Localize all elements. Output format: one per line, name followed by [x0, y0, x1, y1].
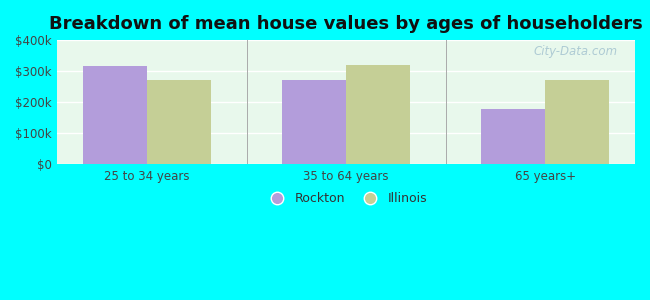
- Bar: [346, 65, 410, 164]
- Bar: [147, 80, 211, 164]
- Bar: [482, 109, 545, 164]
- Legend: Rockton, Illinois: Rockton, Illinois: [260, 187, 432, 210]
- Text: City-Data.com: City-Data.com: [534, 45, 618, 58]
- Bar: [83, 67, 147, 164]
- Title: Breakdown of mean house values by ages of householders: Breakdown of mean house values by ages o…: [49, 15, 643, 33]
- Bar: [282, 80, 346, 164]
- Bar: [545, 80, 609, 164]
